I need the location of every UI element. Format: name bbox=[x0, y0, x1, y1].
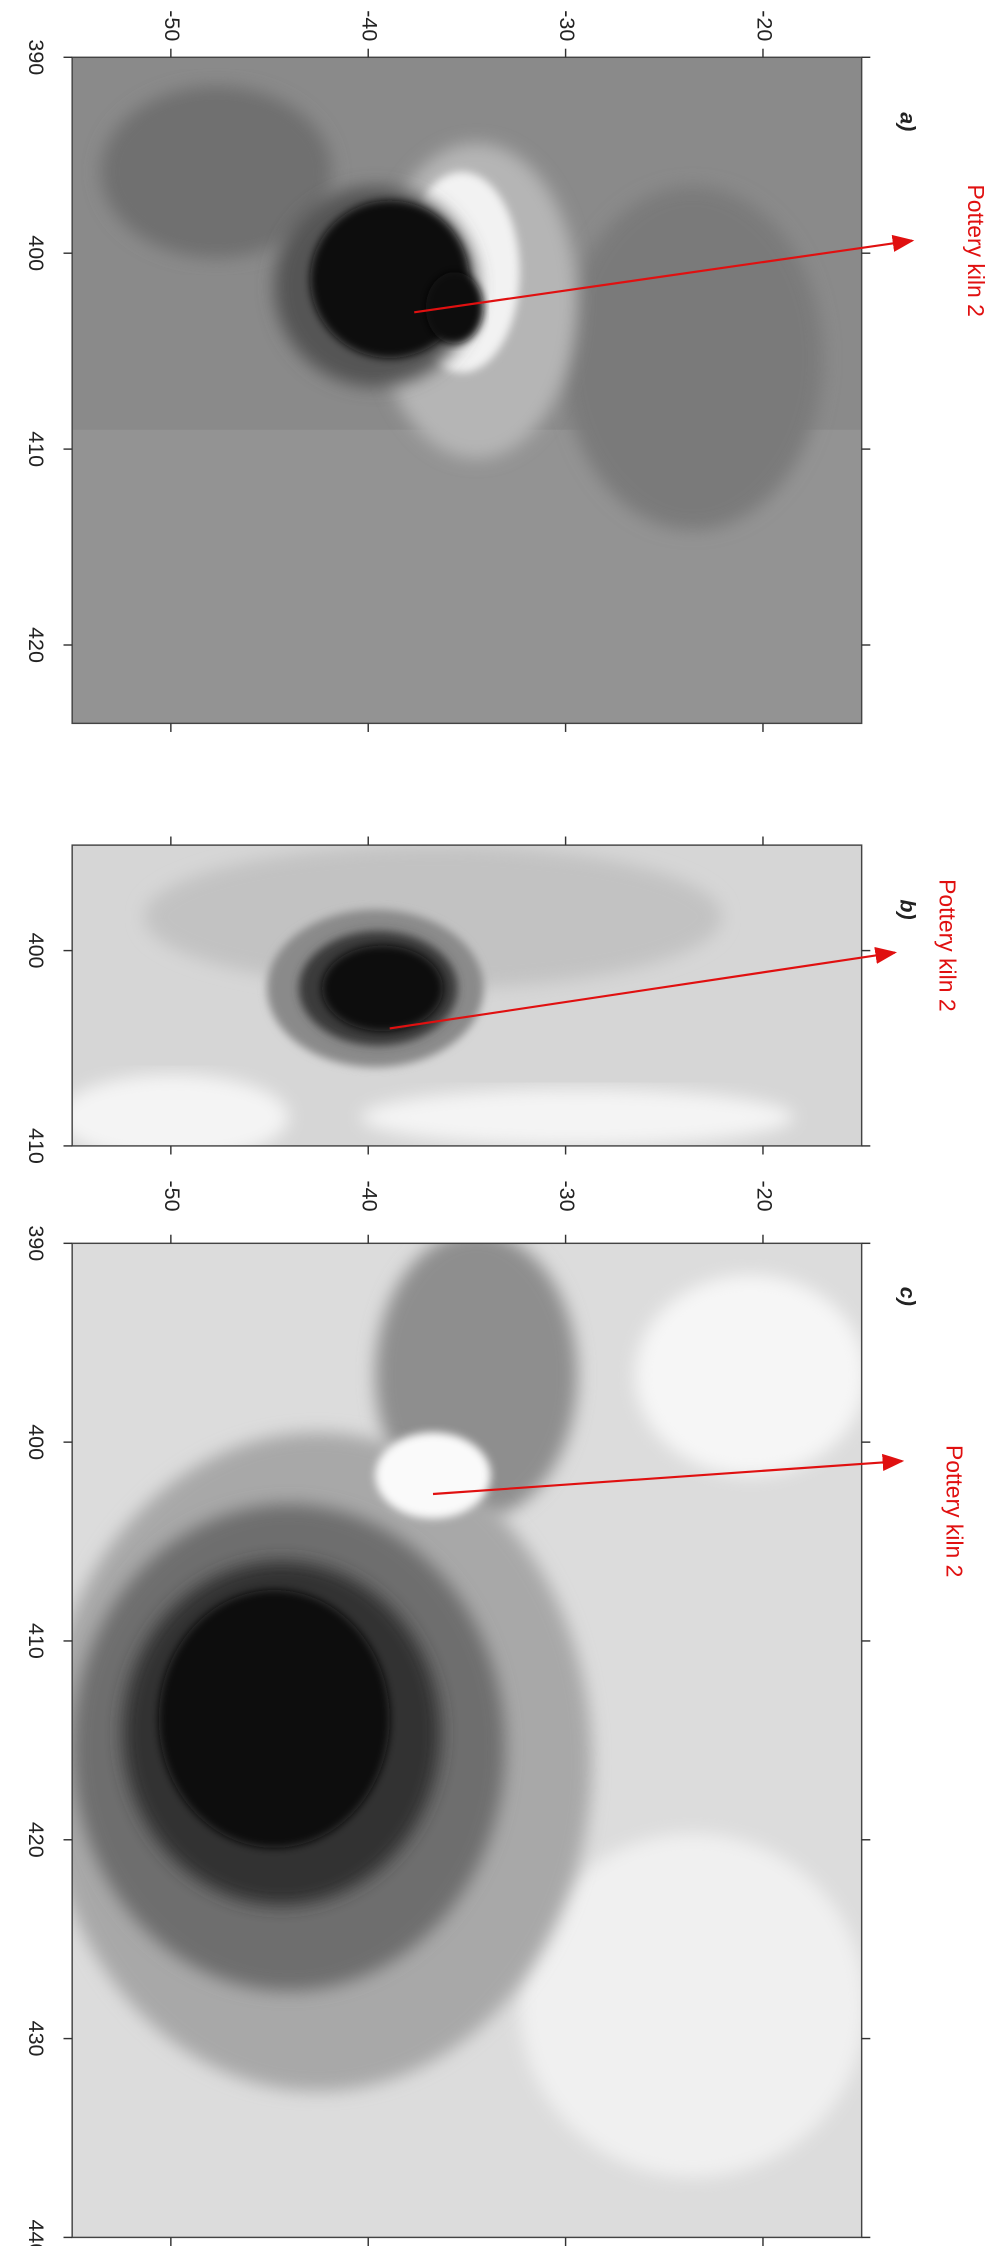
frame bbox=[71, 844, 863, 1147]
arrow bbox=[432, 1453, 905, 1496]
x-tick-label: 440 bbox=[24, 2219, 49, 2246]
x-tick-label: 420 bbox=[24, 627, 49, 663]
x-tick-label: 410 bbox=[24, 1128, 49, 1164]
panel-label: b) bbox=[896, 899, 921, 919]
map-b bbox=[72, 845, 862, 1146]
y-tick-label: -50 bbox=[160, 1181, 185, 1212]
map-a bbox=[72, 57, 862, 724]
x-tick-label: 410 bbox=[24, 1623, 49, 1659]
x-tick-label: 390 bbox=[24, 39, 49, 75]
frame bbox=[71, 1242, 863, 2239]
y-tick-label: -30 bbox=[555, 10, 580, 41]
x-tick-label: 390 bbox=[24, 1225, 49, 1261]
x-tick-label: 420 bbox=[24, 1822, 49, 1858]
x-tick-label: 400 bbox=[24, 1424, 49, 1460]
y-tick-label: -40 bbox=[357, 10, 382, 41]
y-tick-label: -40 bbox=[357, 1181, 382, 1212]
x-tick-label: 410 bbox=[24, 431, 49, 467]
x-tick-label: 400 bbox=[24, 235, 49, 271]
y-tick-label: -20 bbox=[752, 10, 777, 41]
panel-label: c) bbox=[896, 1287, 921, 1306]
x-tick-label: 400 bbox=[24, 933, 49, 969]
annotation: Pottery kiln 2 bbox=[941, 1445, 967, 1577]
arrow bbox=[414, 234, 915, 314]
y-tick-label: -20 bbox=[752, 1181, 777, 1212]
x-tick-label: 430 bbox=[24, 2021, 49, 2057]
panel-label: a) bbox=[896, 112, 921, 131]
map-c bbox=[72, 1243, 862, 2238]
arrow bbox=[389, 946, 897, 1030]
annotation: Pottery kiln 2 bbox=[963, 184, 989, 316]
frame bbox=[71, 56, 863, 725]
y-tick-label: -30 bbox=[555, 1181, 580, 1212]
y-tick-label: -50 bbox=[160, 10, 185, 41]
annotation: Pottery kiln 2 bbox=[934, 879, 960, 1011]
